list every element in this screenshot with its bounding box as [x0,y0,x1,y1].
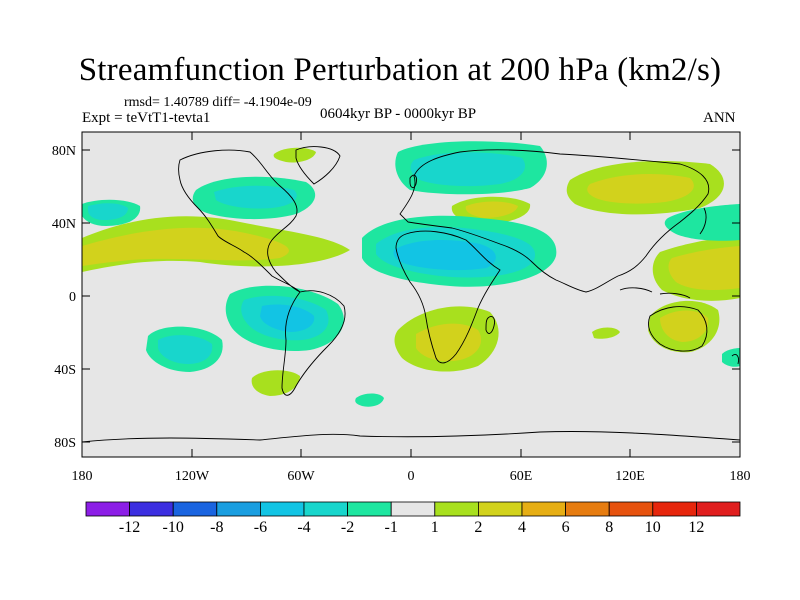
contour-negative-north-pacific-core [214,185,297,209]
coast-africa [395,230,501,364]
colorbar-label: 6 [562,519,570,536]
coast-australia [648,306,708,352]
contour-positive-atlantic-core [82,227,289,266]
lat-label-80n: 80N [52,144,76,159]
contour-positive-australia-core [660,310,709,342]
lat-label-80s: 80S [54,436,76,451]
lon-label-0: 0 [408,469,415,484]
lon-ticks [191,132,631,457]
plot-title: Streamfunction Perturbation at 200 hPa (… [78,52,722,88]
colorbar-box [608,501,654,517]
lon-label-60w: 60W [287,469,315,484]
colorbar-box [390,501,436,517]
colorbar-labels: -12 -10 -8 -6 -4 -2 -1 1 2 4 6 8 10 12 [119,519,704,536]
colorbar-label: -2 [341,519,354,536]
coast-greenland [295,146,341,185]
colorbar-label: 10 [645,519,661,536]
contour-positive-greenland [273,147,316,163]
colorbar-label: -8 [210,519,223,536]
coast-new-zealand [731,353,739,365]
coastlines [82,146,740,443]
lon-label-120w: 120W [175,469,210,484]
contour-positive-africa-core [416,323,482,362]
coast-antarctica [82,431,740,443]
contour-negative-north-africa-core [393,240,496,271]
season-label: ANN [703,110,736,126]
contour-positive-pacific-west-core [668,246,740,290]
lat-label-40s: 40S [54,363,76,378]
stats-label: rmsd= 1.40789 diff= -4.1904e-09 [124,95,312,110]
colorbar-box [696,501,741,517]
colorbar-label: -1 [385,519,398,536]
colorbar-box [259,501,305,517]
contour-positive-east-asia-core [587,174,694,204]
colorbar-box [652,501,697,517]
colorbar-box [129,501,174,517]
colorbar-box [434,501,479,517]
coast-indonesia [619,287,691,299]
contour-negative-east-pacific-east [664,204,740,241]
coast-japan [699,207,707,235]
colorbar-label: -12 [119,519,140,536]
colorbar-label: 1 [431,519,439,536]
contour-positive-indian-ocean [592,327,620,339]
colorbar-box [303,501,348,517]
lat-label-40n: 40N [52,217,76,232]
colorbar-box [172,501,218,517]
colorbar-label: 8 [605,519,613,536]
period-label: 0604kyr BP - 0000kyr BP [320,106,477,122]
contour-negative-south-atlantic [355,393,384,407]
colorbar-box [85,501,130,517]
colorbar-box [521,501,566,517]
lon-label-180w: 180 [72,469,93,484]
colorbar [85,501,741,517]
contour-field [82,141,740,407]
colorbar-label: -4 [297,519,310,536]
colorbar-label: -6 [254,519,267,536]
colorbar-box [477,501,523,517]
colorbar-box [216,501,261,517]
coast-europe-asia [399,149,710,293]
contour-negative-southeast-pacific-core [158,335,213,364]
contour-positive-mediterranean-core [465,201,518,218]
lat-label-0: 0 [69,290,76,305]
contour-negative-europe-north-core [410,152,526,187]
colorbar-label: -10 [163,519,184,536]
colorbar-box [347,501,392,517]
colorbar-label: 12 [688,519,704,536]
coast-uk [409,174,417,189]
coast-madagascar [485,315,495,334]
contour-negative-indian-southeast [722,348,740,367]
lon-label-180e: 180 [730,469,751,484]
lat-ticks [82,149,740,443]
experiment-label: Expt = teVtT1-tevta1 [82,110,211,126]
lon-label-120e: 120E [615,469,645,484]
colorbar-box [565,501,610,517]
contour-positive-south-america-south [251,370,300,396]
colorbar-label: 4 [518,519,526,536]
coast-south-america [281,290,346,396]
colorbar-label: 2 [474,519,482,536]
contour-negative-east-pacific-west-core [88,203,128,220]
lon-label-60e: 60E [510,469,533,484]
